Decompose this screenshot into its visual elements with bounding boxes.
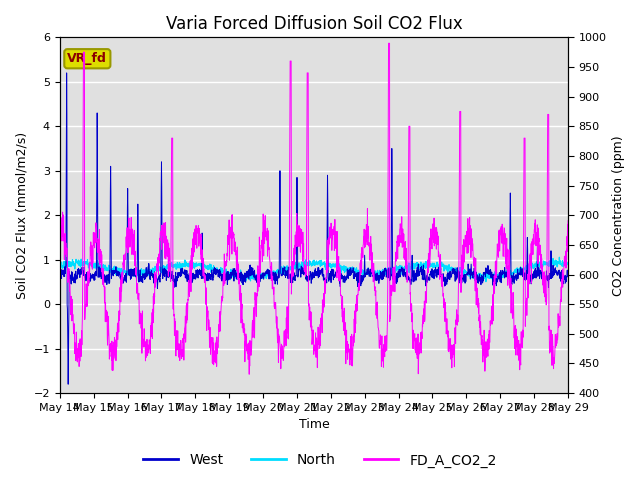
Legend: West, North, FD_A_CO2_2: West, North, FD_A_CO2_2 [138,448,502,473]
Y-axis label: CO2 Concentration (ppm): CO2 Concentration (ppm) [612,135,625,296]
Text: VR_fd: VR_fd [67,52,108,65]
X-axis label: Time: Time [298,419,329,432]
Y-axis label: Soil CO2 Flux (mmol/m2/s): Soil CO2 Flux (mmol/m2/s) [15,132,28,299]
Title: Varia Forced Diffusion Soil CO2 Flux: Varia Forced Diffusion Soil CO2 Flux [166,15,462,33]
